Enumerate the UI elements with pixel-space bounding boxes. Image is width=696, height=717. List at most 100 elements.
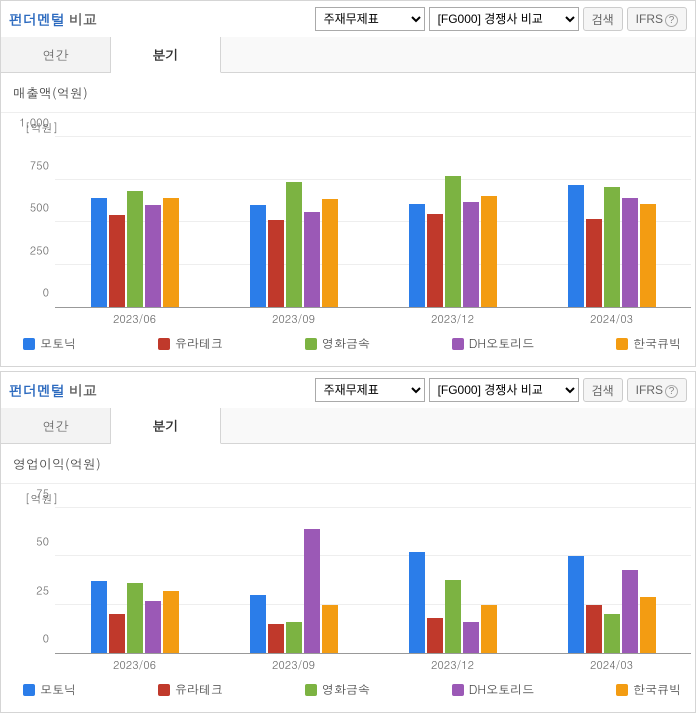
title-main: 펀더멘털 — [9, 9, 65, 29]
title-main: 펀더멘털 — [9, 380, 65, 400]
header: 펀더멘털 비교 주재무제표 [FG000] 경쟁사 비교 검색 IFRS? — [1, 372, 695, 408]
bar — [445, 580, 461, 653]
bar-group — [568, 185, 656, 307]
y-axis: 02505007501,000 — [5, 138, 55, 308]
section-revenue: 펀더멘털 비교 주재무제표 [FG000] 경쟁사 비교 검색 IFRS? 연간… — [0, 0, 696, 367]
section-title: 펀더멘털 비교 — [9, 9, 97, 29]
x-label: 2023/06 — [55, 658, 214, 673]
bar — [91, 581, 107, 653]
legend-swatch — [23, 338, 35, 350]
help-icon: ? — [665, 14, 678, 27]
y-axis-unit: [억원] — [25, 492, 691, 507]
bar — [145, 205, 161, 307]
plot — [55, 509, 691, 654]
bar-group — [91, 191, 179, 307]
legend-item: 유라테크 — [158, 335, 223, 352]
title-sub: 비교 — [69, 9, 97, 29]
bar-group — [409, 176, 497, 307]
ifrs-button[interactable]: IFRS? — [627, 378, 687, 402]
y-tick: 25 — [36, 583, 49, 598]
header: 펀더멘털 비교 주재무제표 [FG000] 경쟁사 비교 검색 IFRS? — [1, 1, 695, 37]
tab-quarter[interactable]: 분기 — [111, 37, 221, 73]
bar — [322, 605, 338, 653]
ifrs-button[interactable]: IFRS? — [627, 7, 687, 31]
legend-swatch — [158, 338, 170, 350]
plot-wrap: 0255075 — [5, 509, 691, 654]
legend-item: 모토닉 — [23, 335, 76, 352]
bar — [304, 212, 320, 307]
legend-swatch — [452, 684, 464, 696]
y-tick: 750 — [30, 158, 49, 173]
legend-label: 영화금속 — [322, 335, 370, 352]
y-tick: 250 — [30, 243, 49, 258]
bar — [640, 204, 656, 307]
bar — [250, 595, 266, 653]
bar — [91, 198, 107, 307]
bar — [445, 176, 461, 307]
chart-title: 매출액(억원) — [1, 73, 695, 113]
legend-swatch — [452, 338, 464, 350]
bar — [568, 185, 584, 307]
bar — [286, 622, 302, 653]
bar — [481, 196, 497, 307]
bar — [604, 187, 620, 307]
bar — [286, 182, 302, 307]
legend-item: 한국큐빅 — [616, 335, 681, 352]
bar — [640, 597, 656, 653]
bar — [145, 601, 161, 653]
bar — [127, 583, 143, 653]
x-label: 2023/12 — [373, 312, 532, 327]
bar-group — [250, 529, 338, 653]
legend-label: 한국큐빅 — [633, 335, 681, 352]
chart-area: [억원] 02505007501,000 2023/062023/092023/… — [1, 113, 695, 366]
controls: 주재무제표 [FG000] 경쟁사 비교 검색 IFRS? — [315, 7, 687, 31]
title-sub: 비교 — [69, 380, 97, 400]
bar-groups — [55, 138, 691, 307]
statement-select[interactable]: 주재무제표 — [315, 378, 425, 402]
y-tick: 0 — [43, 286, 49, 301]
bar — [622, 198, 638, 307]
legend-item: DH오토리드 — [452, 335, 534, 352]
legend-label: DH오토리드 — [469, 335, 534, 352]
x-axis: 2023/062023/092023/122024/03 — [55, 312, 691, 327]
legend-swatch — [23, 684, 35, 696]
grid-line — [55, 136, 691, 137]
x-label: 2023/09 — [214, 312, 373, 327]
bar — [463, 622, 479, 653]
bar — [304, 529, 320, 653]
y-tick: 75 — [36, 487, 49, 502]
bar — [250, 205, 266, 307]
y-tick: 1,000 — [19, 116, 49, 131]
controls: 주재무제표 [FG000] 경쟁사 비교 검색 IFRS? — [315, 378, 687, 402]
y-tick: 0 — [43, 632, 49, 647]
legend-label: 유라테크 — [175, 335, 223, 352]
section-title: 펀더멘털 비교 — [9, 380, 97, 400]
tab-quarter[interactable]: 분기 — [111, 408, 221, 444]
x-label: 2024/03 — [532, 658, 691, 673]
statement-select[interactable]: 주재무제표 — [315, 7, 425, 31]
tab-annual[interactable]: 연간 — [1, 408, 111, 443]
search-button[interactable]: 검색 — [583, 378, 623, 402]
bar-group — [409, 552, 497, 653]
bar — [109, 215, 125, 307]
plot-wrap: 02505007501,000 — [5, 138, 691, 308]
period-tabs: 연간 분기 — [1, 408, 695, 444]
search-button[interactable]: 검색 — [583, 7, 623, 31]
chart-title: 영업이익(억원) — [1, 444, 695, 484]
bar — [463, 202, 479, 307]
y-axis: 0255075 — [5, 509, 55, 654]
bar — [427, 214, 443, 307]
chart-area: [억원] 0255075 2023/062023/092023/122024/0… — [1, 484, 695, 712]
competitor-select[interactable]: [FG000] 경쟁사 비교 — [429, 378, 579, 402]
bar-group — [568, 556, 656, 653]
bar — [163, 591, 179, 653]
section-profit: 펀더멘털 비교 주재무제표 [FG000] 경쟁사 비교 검색 IFRS? 연간… — [0, 371, 696, 713]
bar — [127, 191, 143, 307]
bar — [163, 198, 179, 307]
tab-annual[interactable]: 연간 — [1, 37, 111, 72]
legend: 모토닉 유라테크 영화금속 DH오토리드 한국큐빅 — [5, 673, 691, 708]
competitor-select[interactable]: [FG000] 경쟁사 비교 — [429, 7, 579, 31]
bar-group — [250, 182, 338, 307]
bar — [409, 552, 425, 653]
legend-swatch — [158, 684, 170, 696]
